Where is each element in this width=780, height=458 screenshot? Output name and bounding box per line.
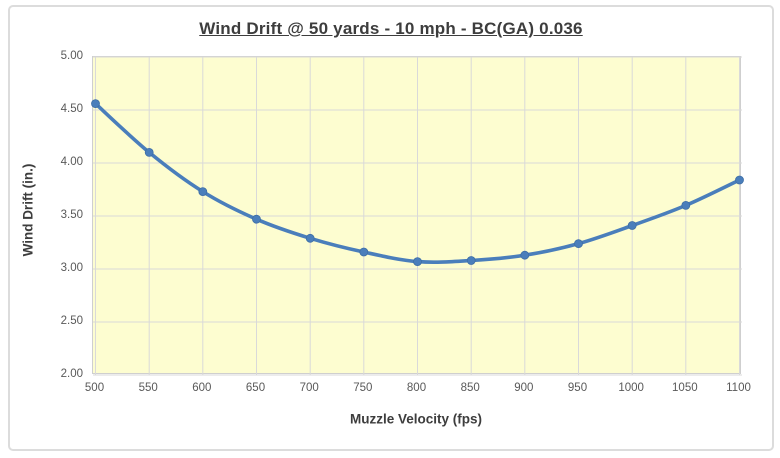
- data-point-marker: [520, 250, 530, 260]
- x-tick-label: 1050: [672, 382, 698, 394]
- x-tick-label: 500: [84, 382, 105, 394]
- x-tick-label: 700: [299, 382, 319, 394]
- data-point-marker: [681, 200, 691, 210]
- x-tick-label: 1100: [726, 382, 751, 394]
- x-tick-label: 600: [192, 382, 212, 394]
- x-tick-label: 750: [353, 382, 373, 394]
- x-axis-title: Muzzle Velocity (fps): [349, 411, 483, 427]
- data-point-marker: [735, 175, 744, 185]
- x-tick-label: 950: [567, 382, 588, 394]
- data-point-marker: [574, 239, 583, 249]
- y-tick-label: 4.00: [60, 156, 83, 168]
- y-tick-label: 3.50: [60, 209, 83, 221]
- x-tick-label: 800: [406, 382, 427, 394]
- gridlines: [93, 56, 742, 376]
- data-point-marker: [466, 256, 476, 265]
- data-point-marker: [198, 187, 208, 197]
- line-chart-svg: [91, 56, 744, 376]
- x-tick-label: 900: [514, 382, 534, 394]
- y-tick-label: 5.00: [60, 50, 83, 62]
- data-point-marker: [305, 233, 315, 243]
- y-tick-label: 3.00: [60, 262, 83, 274]
- data-point-marker: [252, 214, 261, 224]
- data-point-marker: [413, 257, 422, 267]
- chart-title: Wind Drift @ 50 yards - 10 mph - BC(GA) …: [199, 19, 583, 38]
- data-point-marker: [627, 221, 637, 230]
- x-tick-label: 1000: [618, 382, 644, 394]
- x-tick-label: 850: [460, 382, 480, 394]
- data-point-marker: [359, 247, 369, 257]
- x-tick-label: 550: [138, 382, 158, 394]
- x-tick-label: 650: [245, 382, 266, 394]
- data-point-marker: [91, 99, 100, 108]
- y-tick-label: 2.50: [60, 315, 83, 327]
- data-point-markers: [91, 99, 744, 267]
- plot-area: [91, 56, 744, 376]
- data-point-marker: [144, 148, 154, 157]
- y-tick-label: 4.50: [60, 103, 83, 115]
- y-tick-label: 2.00: [60, 368, 83, 380]
